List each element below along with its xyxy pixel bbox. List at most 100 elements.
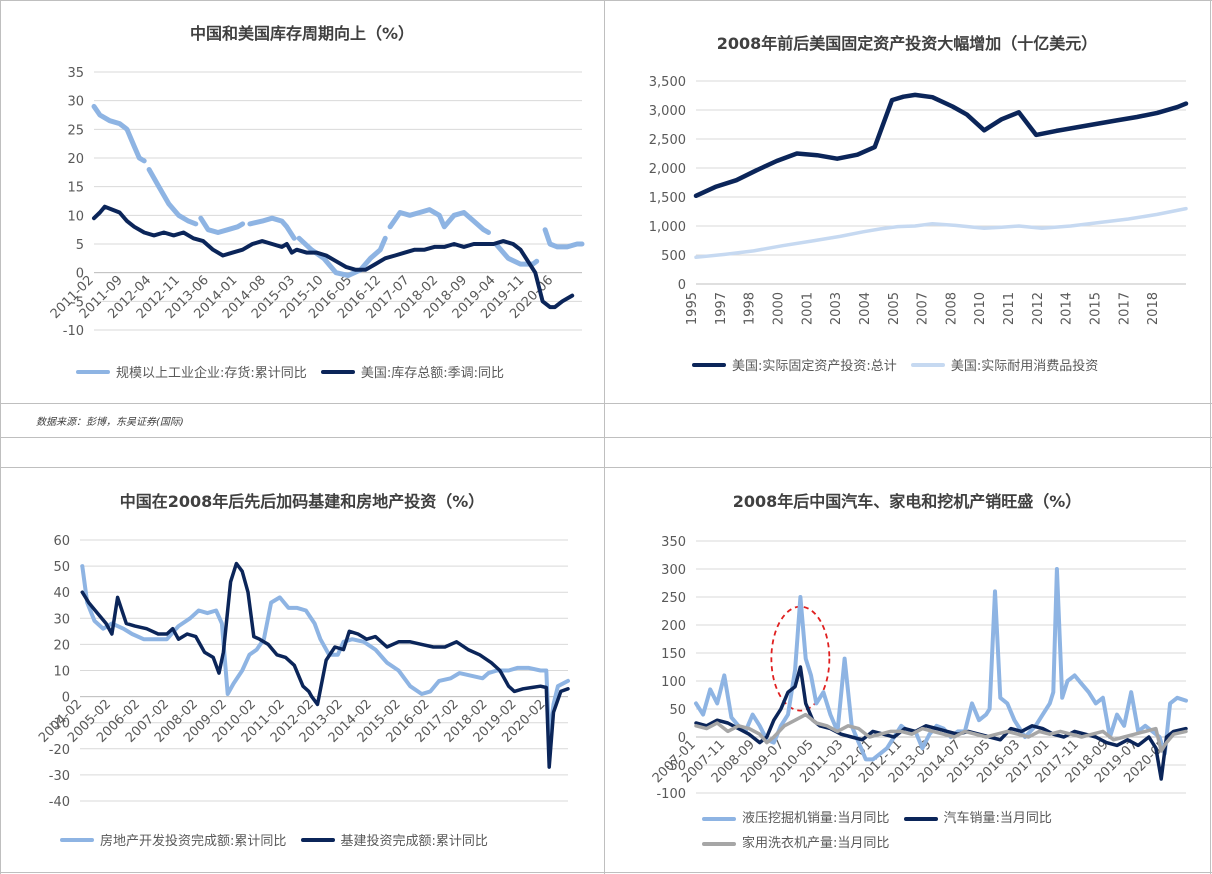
x-tick-label: 2012 <box>1031 292 1046 325</box>
y-tick-label: 30 <box>53 612 70 627</box>
legend-swatch <box>60 837 94 842</box>
legend-label: 家用洗衣机产量:当月同比 <box>742 836 890 851</box>
x-tick-label: 2011 <box>1002 292 1017 325</box>
y-tick-label: 0 <box>678 278 686 293</box>
chart-panel-us-investment: 2008年前后美国固定资产投资大幅增加（十亿美元） 0 500 1,000 1,500… <box>604 0 1210 403</box>
y-tick-label: 500 <box>661 249 686 264</box>
y-tick-label: 200 <box>661 619 686 634</box>
y-tick-label: -40 <box>49 795 70 810</box>
series-line-1 <box>694 665 1188 781</box>
y-tick-label: 5 <box>76 238 84 253</box>
x-tick-label: 2001 <box>800 292 815 325</box>
x-tick-label: 2010 <box>973 292 988 325</box>
legend-label: 房地产开发投资完成额:累计同比 <box>100 834 287 849</box>
series-line-1 <box>80 561 570 769</box>
y-tick-label: 250 <box>661 591 686 606</box>
x-tick-label: 1995 <box>685 292 700 325</box>
x-tick-label: 2004 <box>858 292 873 325</box>
chart-inventory-cycle: -10-5051015202530352011-022011-092012-04… <box>48 66 585 339</box>
y-tick-label: -30 <box>49 769 70 784</box>
chart-legend: 美国:实际固定资产投资:总计 美国:实际耐用消费品投资 <box>692 355 1108 374</box>
series-line-1 <box>694 206 1188 260</box>
y-tick-label: 40 <box>53 586 70 601</box>
series-line-1 <box>92 204 575 310</box>
chart-legend: 房地产开发投资完成额:累计同比 基建投资完成额:累计同比 <box>60 830 498 849</box>
y-tick-label: 20 <box>53 638 70 653</box>
y-tick-label: 0 <box>678 731 686 746</box>
chart-china-auto-appliance-excavator: -100-500501001502002503003502007-012007-… <box>650 535 1188 802</box>
chart-title: 中国和美国库存周期向上（%） <box>189 24 415 43</box>
y-tick-label: -100 <box>656 787 686 802</box>
x-tick-label: 2007 <box>916 292 931 325</box>
y-tick-label: 2,000 <box>649 162 686 177</box>
legend-item: 规模以上工业企业:存货:累计同比 <box>76 362 307 381</box>
legend-swatch <box>702 817 736 821</box>
y-tick-label: -50 <box>665 759 686 774</box>
y-tick-label: 10 <box>67 209 84 224</box>
x-tick-label: 2003 <box>829 292 844 325</box>
x-tick-label: 2008 <box>944 292 959 325</box>
x-tick-label: 2005 <box>887 292 902 325</box>
y-tick-label: 35 <box>67 66 84 81</box>
y-tick-label: 1,000 <box>649 220 686 235</box>
legend-label: 美国:实际固定资产投资:总计 <box>732 359 897 374</box>
x-tick-label: 2000 <box>771 292 786 325</box>
chart-china-infra-realestate: -40-30-20-1001020304050602004-022005-022… <box>36 534 570 810</box>
legend-item: 美国:实际耐用消费品投资 <box>910 355 1099 374</box>
x-tick-label: 2014 <box>1060 292 1075 325</box>
source-note: 数据来源：彭博，东吴证券(国际) <box>36 417 184 428</box>
x-tick-label: 2017 <box>1117 292 1132 325</box>
y-tick-label: 50 <box>53 560 70 575</box>
legend-swatch <box>320 369 355 374</box>
legend-swatch <box>300 837 335 842</box>
chart-panel-china-investment: 中国在2008年后先后加码基建和房地产投资（%） -40 -30 -20 -10 0 10… <box>0 467 604 872</box>
legend-item: 美国:库存总额:季调:同比 <box>320 362 505 381</box>
y-tick-label: 20 <box>67 152 84 167</box>
y-tick-label: -10 <box>49 717 70 732</box>
legend-label: 美国:实际耐用消费品投资 <box>950 359 1099 374</box>
chart-title: 中国在2008年后先后加码基建和房地产投资（%） <box>119 492 485 511</box>
y-tick-label: -20 <box>49 743 70 758</box>
legend-item: 基建投资完成额:累计同比 <box>300 830 488 849</box>
legend-item: 美国:实际固定资产投资:总计 <box>692 355 897 374</box>
legend-label: 液压挖掘机销量:当月同比 <box>742 811 890 826</box>
y-tick-label: 100 <box>661 675 686 690</box>
series-line-0 <box>91 103 585 278</box>
y-tick-label: 3,000 <box>649 104 686 119</box>
chart-legend: 液压挖掘机销量:当月同比 汽车销量:当月同比 家用洗衣机产量:当月同比 <box>702 806 1142 856</box>
y-tick-label: 60 <box>53 534 70 549</box>
chart-title: 2008年前后美国固定资产投资大幅增加（十亿美元） <box>716 34 1098 53</box>
x-tick-label: 1998 <box>743 292 758 325</box>
series-line-0 <box>694 567 1188 762</box>
chart-title: 2008年后中国汽车、家电和挖机产销旺盛（%） <box>732 492 1082 511</box>
y-tick-label: 150 <box>661 647 686 662</box>
series-line-0 <box>80 564 570 741</box>
legend-swatch <box>903 817 938 821</box>
y-tick-label: -5 <box>71 295 84 310</box>
series-line-0 <box>693 92 1189 199</box>
y-tick-label: 300 <box>661 563 686 578</box>
y-tick-label: 10 <box>53 665 70 680</box>
legend-swatch <box>702 842 736 846</box>
legend-label: 美国:库存总额:季调:同比 <box>360 366 505 381</box>
legend-item: 房地产开发投资完成额:累计同比 <box>60 830 286 849</box>
y-tick-label: 0 <box>76 267 84 282</box>
legend-item: 汽车销量:当月同比 <box>903 807 1052 831</box>
legend-swatch <box>910 362 945 367</box>
y-tick-label: 15 <box>67 181 84 196</box>
y-tick-label: 350 <box>661 535 686 550</box>
y-tick-label: 50 <box>669 703 686 718</box>
x-tick-label: 2015 <box>1089 292 1104 325</box>
chart-legend: 规模以上工业企业:存货:累计同比 美国:库存总额:季调:同比 <box>76 362 514 381</box>
legend-swatch <box>76 369 110 374</box>
x-tick-label: 2018 <box>1146 292 1161 325</box>
legend-label: 规模以上工业企业:存货:累计同比 <box>116 366 307 381</box>
chart-panel-inventory: 中国和美国库存周期向上（%） -10 -5 0 5 10 15 20 25 30 35 2011-0… <box>0 0 604 403</box>
legend-item: 液压挖掘机销量:当月同比 <box>702 807 889 831</box>
frame-row2-top <box>0 467 1212 468</box>
chart-panel-china-sales: 2008年后中国汽车、家电和挖机产销旺盛（%） -100 -50 0 50 100 150… <box>604 467 1210 872</box>
y-tick-label: 25 <box>67 123 84 138</box>
legend-label: 基建投资完成额:累计同比 <box>340 834 488 849</box>
legend-item: 家用洗衣机产量:当月同比 <box>702 832 889 856</box>
y-tick-label: 30 <box>67 95 84 110</box>
